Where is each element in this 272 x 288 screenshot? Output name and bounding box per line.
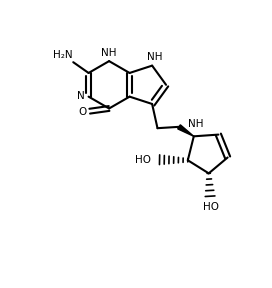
Text: H₂N: H₂N xyxy=(54,50,73,60)
Text: NH: NH xyxy=(188,119,203,129)
Text: N: N xyxy=(77,90,85,101)
Text: NH: NH xyxy=(101,48,116,58)
Text: O: O xyxy=(78,107,86,117)
Polygon shape xyxy=(178,125,194,136)
Text: HO: HO xyxy=(203,202,219,212)
Text: NH: NH xyxy=(147,52,163,62)
Text: HO: HO xyxy=(135,155,152,165)
